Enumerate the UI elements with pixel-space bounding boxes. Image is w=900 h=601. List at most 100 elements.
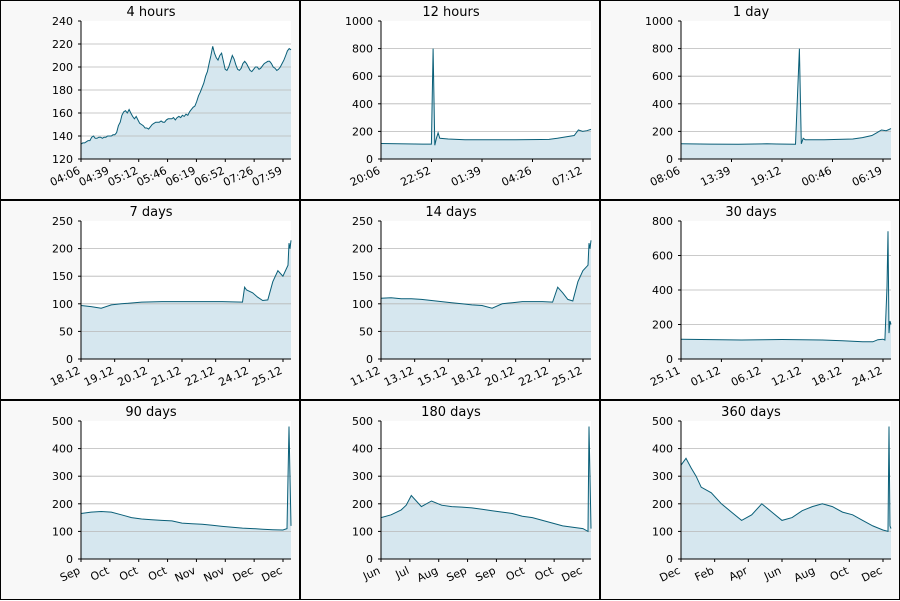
y-tick-label: 180 xyxy=(52,84,73,97)
chart-panel-1-day: 1 day 0 200 400 600 800 1000 08:06 13:39 19:12 00:… xyxy=(600,0,900,200)
x-tick-label: 15.12 xyxy=(416,364,450,389)
chart-panel-180-days: 180 days 0 100 200 300 400 500 Jun Jul Aug Sep Sep O… xyxy=(300,400,600,600)
y-tick-label: 800 xyxy=(652,43,673,56)
x-tick-label: 20:06 xyxy=(348,164,382,189)
y-tick-label: 50 xyxy=(59,325,73,338)
x-tick-label: 12.12 xyxy=(769,364,803,389)
x-tick-label: 08:06 xyxy=(648,164,682,189)
y-tick-label: 400 xyxy=(652,98,673,111)
series-area xyxy=(81,46,291,159)
x-tick-label: Apr xyxy=(727,564,750,584)
series-area xyxy=(681,231,891,359)
x-tick-label: 04:26 xyxy=(500,164,534,189)
y-tick-label: 600 xyxy=(652,250,673,263)
x-tick-label: Jun xyxy=(761,564,783,583)
y-tick-label: 200 xyxy=(652,498,673,511)
y-tick-label: 200 xyxy=(52,498,73,511)
y-tick-label: 150 xyxy=(52,270,73,283)
series-line xyxy=(80,46,292,145)
x-tick-label: 24.12 xyxy=(850,364,884,389)
x-tick-label: 21.12 xyxy=(149,364,183,389)
y-tick-label: 250 xyxy=(352,215,373,228)
chart-title: 12 hours xyxy=(422,5,479,20)
chart-panel-30-days: 30 days 0 200 400 600 800 25.11 01.12 06.12 12.12… xyxy=(600,200,900,400)
x-tick-label: 20.12 xyxy=(483,364,517,389)
chart-panel-7-days: 7 days 0 50 100 150 200 250 18.12 19.12 20.12 21.1… xyxy=(0,200,300,400)
x-tick-label: 06:19 xyxy=(850,164,884,189)
y-tick-label: 800 xyxy=(352,43,373,56)
y-tick-label: 0 xyxy=(66,353,73,366)
x-tick-label: Jul xyxy=(393,564,411,582)
y-tick-label: 0 xyxy=(666,153,673,166)
series-line xyxy=(680,48,892,145)
x-tick-label: 01.12 xyxy=(689,364,723,389)
x-tick-label: 06.12 xyxy=(729,364,763,389)
x-tick-label: 22.12 xyxy=(517,364,551,389)
y-tick-label: 500 xyxy=(652,415,673,428)
chart-title: 7 days xyxy=(129,205,172,220)
x-tick-label: Dec xyxy=(231,564,256,585)
chart-panel-360-days: 360 days 0 100 200 300 400 500 Dec Feb Apr Jun Aug O… xyxy=(600,400,900,600)
x-tick-label: Oct xyxy=(146,564,169,584)
y-tick-label: 200 xyxy=(52,243,73,256)
x-tick-label: 25.11 xyxy=(648,364,682,389)
x-tick-label: 07:59 xyxy=(250,164,284,189)
y-tick-label: 0 xyxy=(366,353,373,366)
series-area xyxy=(381,240,591,359)
plot-area xyxy=(681,21,891,159)
chart-title: 360 days xyxy=(721,405,781,420)
x-tick-label: Nov xyxy=(173,564,198,585)
x-tick-label: Oct xyxy=(88,564,111,584)
x-tick-label: 19.12 xyxy=(82,364,116,389)
chart-panel-90-days: 90 days 0 100 200 300 400 500 Sep Oct Oct Oct Nov No… xyxy=(0,400,300,600)
x-tick-label: Dec xyxy=(657,564,682,585)
x-tick-label: 19:12 xyxy=(749,164,783,189)
series-area xyxy=(81,426,291,559)
x-tick-label: Oct xyxy=(504,564,527,584)
y-tick-label: 0 xyxy=(366,553,373,566)
y-tick-label: 400 xyxy=(352,98,373,111)
y-tick-label: 200 xyxy=(652,319,673,332)
x-tick-label: Oct xyxy=(117,564,140,584)
series-area xyxy=(681,48,891,159)
y-tick-label: 220 xyxy=(52,38,73,51)
y-tick-label: 1000 xyxy=(645,15,673,28)
series-area xyxy=(381,426,591,559)
y-tick-label: 500 xyxy=(352,415,373,428)
chart-panel-4-hours: 4 hours 120 140 160 180 200 220 240 04:06 04:39 05… xyxy=(0,0,300,200)
y-tick-label: 300 xyxy=(352,470,373,483)
chart-title: 1 day xyxy=(733,5,770,20)
x-tick-label: Aug xyxy=(415,564,440,585)
y-tick-label: 140 xyxy=(52,130,73,143)
x-tick-label: Oct xyxy=(828,564,851,584)
x-tick-label: Dec xyxy=(559,564,584,585)
y-tick-label: 200 xyxy=(352,498,373,511)
x-tick-label: 00:46 xyxy=(800,164,834,189)
x-tick-label: 25.12 xyxy=(550,364,584,389)
chart-title: 4 hours xyxy=(127,5,176,20)
series-area xyxy=(681,426,891,559)
y-tick-label: 500 xyxy=(52,415,73,428)
y-tick-label: 0 xyxy=(66,553,73,566)
x-tick-label: Sep xyxy=(445,564,469,585)
x-tick-label: Sep xyxy=(473,564,497,585)
x-tick-label: 18.12 xyxy=(810,364,844,389)
x-tick-label: 18.12 xyxy=(48,364,82,389)
chart-panel-14-days: 14 days 0 50 100 150 200 250 11.12 13.12 15.12 18.… xyxy=(300,200,600,400)
y-tick-label: 200 xyxy=(652,125,673,138)
series-area xyxy=(81,240,291,359)
y-tick-label: 1000 xyxy=(345,15,373,28)
x-tick-label: Feb xyxy=(693,564,716,584)
y-tick-label: 400 xyxy=(52,443,73,456)
x-tick-label: 07:12 xyxy=(550,164,584,189)
x-tick-label: Dec xyxy=(259,564,284,585)
x-tick-label: 13:39 xyxy=(699,164,733,189)
y-tick-label: 50 xyxy=(359,325,373,338)
x-tick-label: Dec xyxy=(859,564,884,585)
y-tick-label: 200 xyxy=(352,243,373,256)
x-tick-label: 01:39 xyxy=(449,164,483,189)
series-line xyxy=(680,231,892,343)
y-tick-label: 400 xyxy=(352,443,373,456)
y-tick-label: 250 xyxy=(52,215,73,228)
y-tick-label: 200 xyxy=(52,61,73,74)
